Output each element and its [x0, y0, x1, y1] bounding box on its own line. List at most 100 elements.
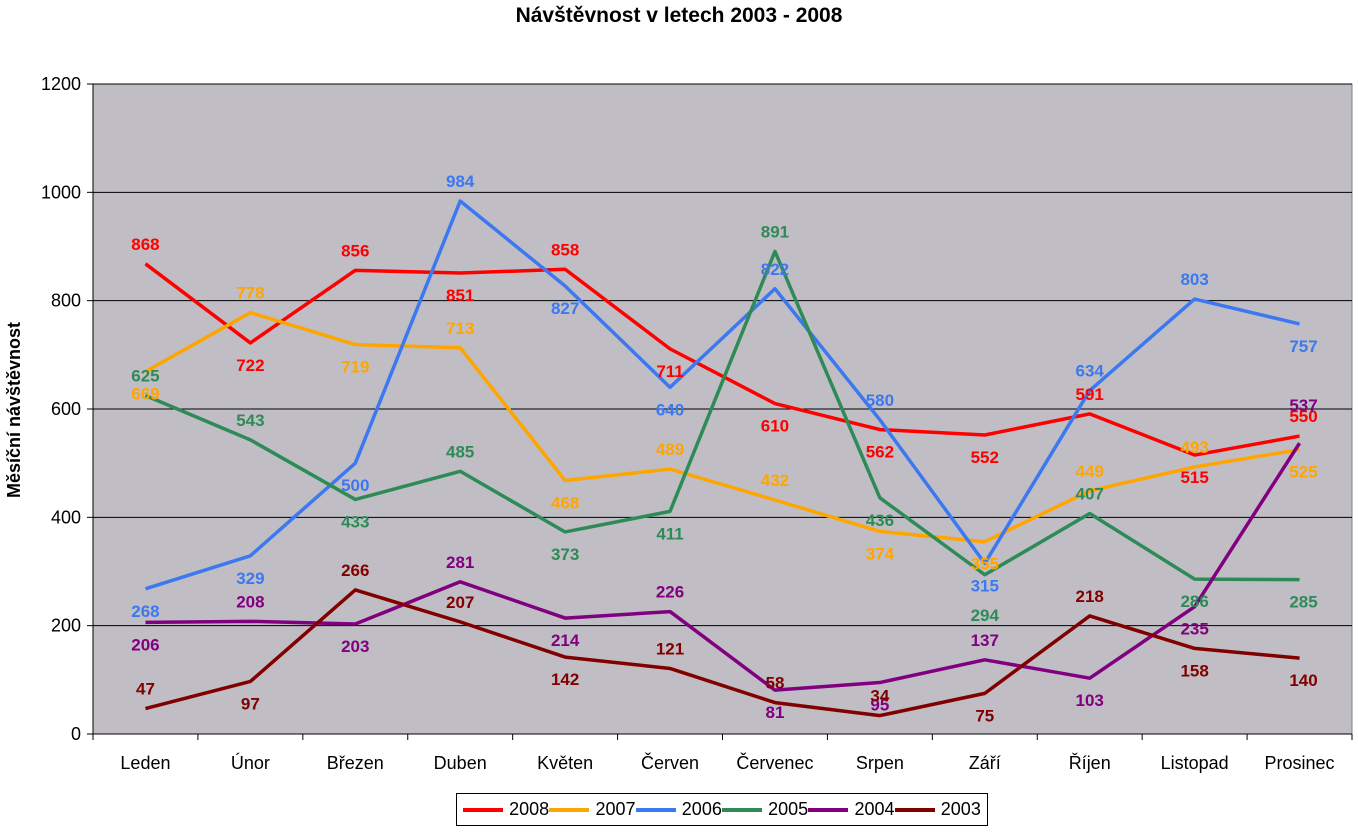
legend-item-2004: 2004	[808, 799, 895, 820]
data-label: 525	[1289, 463, 1317, 482]
data-label: 266	[341, 561, 369, 580]
data-label: 81	[765, 703, 784, 722]
legend-label: 2007	[595, 799, 636, 819]
data-label: 500	[341, 476, 369, 495]
data-label: 711	[656, 362, 683, 381]
data-label: 286	[1180, 592, 1208, 611]
legend-label: 2004	[854, 799, 895, 819]
data-label: 329	[236, 569, 264, 588]
data-label: 208	[236, 592, 264, 611]
data-label: 203	[341, 637, 369, 656]
legend-label: 2003	[940, 799, 981, 819]
y-tick-label: 1200	[41, 74, 81, 94]
data-label: 485	[446, 442, 474, 461]
y-tick-label: 400	[51, 507, 81, 527]
y-tick-label: 0	[71, 724, 81, 744]
data-label: 515	[1180, 468, 1208, 487]
x-tick-label: Květen	[537, 753, 593, 773]
x-tick-label: Červen	[641, 752, 699, 773]
data-label: 625	[131, 366, 159, 385]
chart-title: Návštěvnost v letech 2003 - 2008	[515, 4, 843, 27]
data-label: 591	[1076, 385, 1104, 404]
data-label: 449	[1076, 462, 1104, 481]
series-line-2008	[144, 262, 1300, 457]
legend-item-2005: 2005	[722, 799, 808, 820]
x-tick-label: Červenec	[736, 752, 813, 773]
data-label: 140	[1289, 671, 1317, 690]
legend: 2008 2007 2006 2005 2004 2003	[456, 793, 988, 826]
data-label: 315	[971, 576, 999, 595]
x-tick-label: Březen	[327, 753, 384, 773]
legend-swatch	[549, 807, 590, 812]
data-label: 891	[761, 222, 789, 241]
data-label: 537	[1289, 396, 1317, 415]
data-label: 355	[971, 555, 999, 574]
data-label: 373	[551, 545, 579, 564]
data-label: 235	[1180, 620, 1208, 639]
data-label: 634	[1076, 362, 1105, 381]
data-label: 214	[551, 631, 580, 650]
legend-swatch	[722, 807, 763, 812]
data-label: 489	[656, 440, 684, 459]
data-label: 868	[131, 235, 159, 254]
data-label: 411	[656, 524, 683, 543]
data-label: 206	[131, 635, 159, 654]
y-axis-label: Měsíční návštěvnost	[4, 322, 24, 498]
series-line-2005	[144, 249, 1300, 582]
x-tick-label: Srpen	[856, 753, 904, 773]
legend-swatch	[463, 807, 504, 812]
x-tick-label: Duben	[434, 753, 487, 773]
data-label: 281	[446, 553, 474, 572]
legend-swatch	[808, 807, 849, 812]
data-label: 433	[341, 512, 369, 531]
data-label: 803	[1180, 270, 1208, 289]
data-label: 493	[1180, 438, 1208, 457]
y-tick-label: 600	[51, 399, 81, 419]
x-tick-label: Prosinec	[1265, 753, 1335, 773]
data-label: 137	[971, 631, 999, 650]
y-tick-label: 200	[51, 616, 81, 636]
data-label: 226	[656, 583, 684, 602]
series-line-2006	[144, 199, 1300, 591]
data-label: 158	[1180, 661, 1208, 680]
data-label: 374	[866, 544, 895, 563]
data-label: 47	[136, 680, 155, 699]
data-label: 34	[870, 687, 889, 706]
data-label: 713	[446, 319, 474, 338]
data-label: 757	[1289, 337, 1317, 356]
data-label: 95	[870, 696, 889, 715]
data-label: 550	[1289, 407, 1317, 426]
data-label: 268	[131, 602, 159, 621]
data-label: 610	[761, 417, 789, 436]
data-label: 218	[1076, 587, 1104, 606]
data-label: 407	[1076, 485, 1104, 504]
legend-label: 2005	[768, 799, 809, 819]
data-label: 778	[236, 284, 264, 303]
legend-item-2006: 2006	[635, 799, 722, 820]
data-label: 121	[656, 639, 684, 658]
data-label: 827	[551, 299, 579, 318]
legend-swatch	[635, 807, 676, 812]
x-tick-label: Září	[969, 753, 1001, 773]
legend-item-2008: 2008	[463, 799, 549, 820]
data-label: 207	[446, 593, 474, 612]
data-label: 669	[131, 385, 159, 404]
data-label: 97	[241, 694, 260, 713]
legend-label: 2006	[681, 799, 722, 819]
series-line-2004	[145, 442, 1302, 692]
x-tick-label: Únor	[231, 752, 270, 773]
data-label: 984	[446, 172, 475, 191]
data-label: 75	[975, 706, 994, 725]
legend-item-2003: 2003	[894, 799, 981, 820]
data-label: 58	[765, 674, 784, 693]
data-label: 851	[446, 286, 474, 305]
legend-label: 2008	[509, 799, 550, 819]
x-tick-label: Říjen	[1069, 753, 1111, 773]
series-line-2003	[145, 588, 1300, 718]
data-label: 142	[551, 670, 579, 689]
y-tick-label: 1000	[41, 182, 81, 202]
y-tick-label: 800	[51, 291, 81, 311]
data-label: 722	[236, 356, 264, 375]
series-line-2007	[144, 310, 1300, 544]
data-label: 640	[656, 400, 684, 419]
